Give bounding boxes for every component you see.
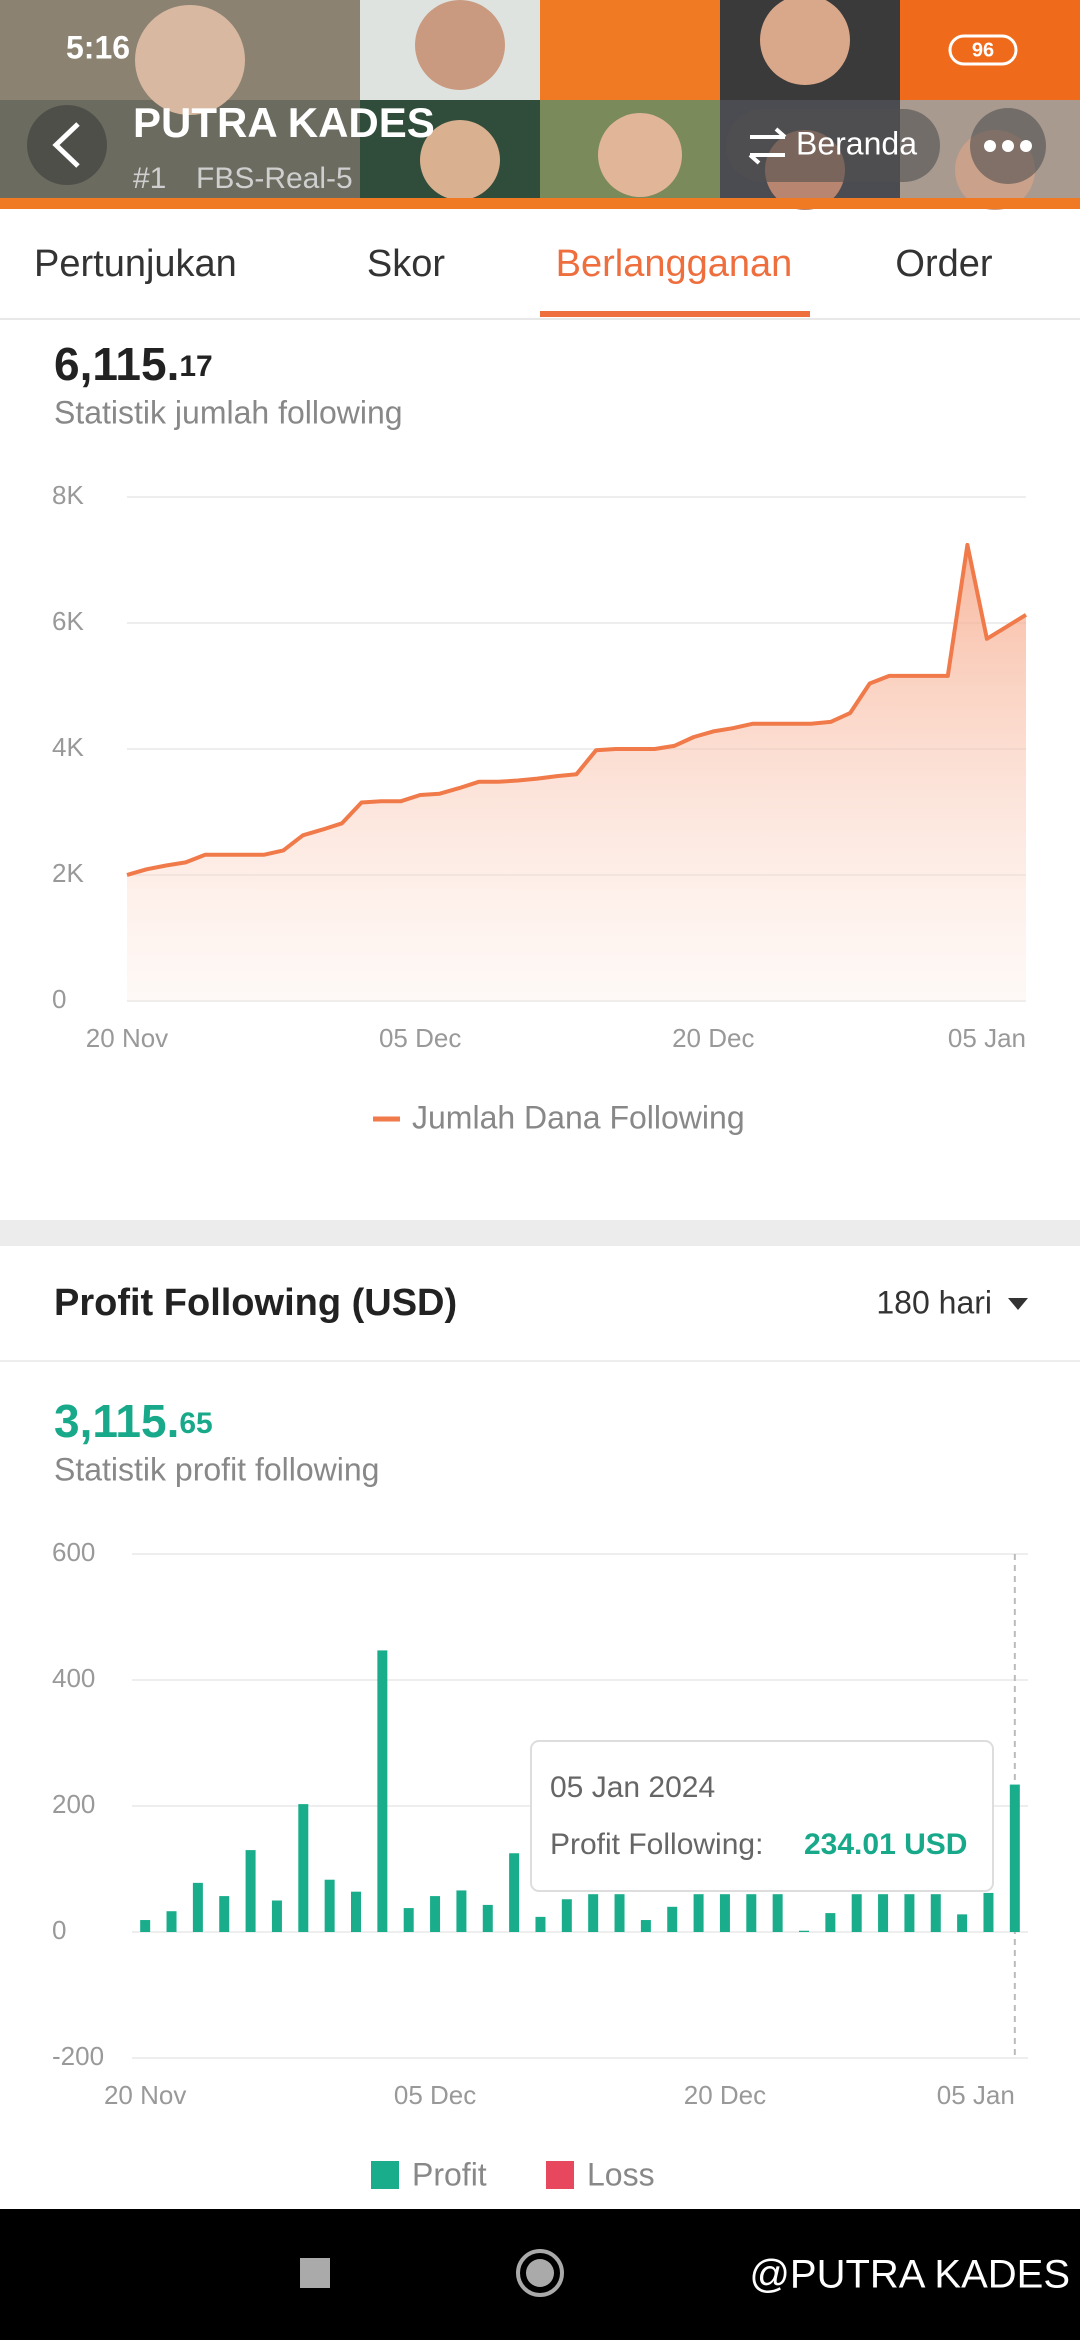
bar: [245, 1850, 256, 1932]
status-time: 5:16: [66, 29, 130, 65]
tab[interactable]: Pertunjukan: [34, 243, 237, 285]
bar: [351, 1891, 361, 1932]
bar: [878, 1894, 889, 1932]
bar: [983, 1892, 994, 1932]
y-tick-label: -200: [52, 2041, 104, 2071]
period-selector[interactable]: 180 hari: [876, 1284, 992, 1320]
legend-label: Jumlah Dana Following: [412, 1099, 745, 1135]
bar: [930, 1894, 941, 1932]
bar: [772, 1894, 783, 1932]
bar: [482, 1904, 493, 1932]
nav-recent[interactable]: [300, 2258, 330, 2288]
bar: [746, 1894, 757, 1932]
line: [126, 542, 1028, 877]
legend-swatch: [371, 2161, 399, 2189]
trader-account: FBS-Real-5: [196, 162, 353, 195]
bar: [640, 1920, 651, 1932]
y-tick-label: 6K: [52, 606, 84, 636]
divider: [0, 1360, 1080, 1362]
profit-caption: Statistik profit following: [54, 1451, 379, 1487]
bar: [799, 1930, 809, 1932]
bar: [324, 1879, 335, 1932]
legend-label: Profit: [412, 2156, 487, 2192]
line-chart: 0 2K 4K 6K 8K 20 Nov 05 Dec 20 Dec 05 Jan Jumlah …: [52, 480, 1028, 1135]
bar: [192, 1882, 203, 1932]
x-tick-label: 20 Dec: [672, 1023, 754, 1053]
y-tick-label: 400: [52, 1663, 95, 1693]
battery-outline: [948, 34, 1018, 66]
bar: [904, 1894, 915, 1932]
bar: [298, 1804, 309, 1932]
tab[interactable]: Skor: [367, 243, 445, 285]
y-tick-label: 600: [52, 1537, 95, 1567]
tab-active[interactable]: Berlangganan: [556, 243, 793, 285]
bar: [271, 1900, 282, 1932]
following-caption: Statistik jumlah following: [54, 394, 403, 430]
x-tick-label: 05 Dec: [379, 1023, 461, 1053]
dropdown-icon: [1008, 1298, 1028, 1310]
bar: [1009, 1784, 1020, 1932]
bar-chart: -200 0 200 400 600 20 Nov 05 Dec 20 Dec 05 Jan Pr…: [52, 1537, 1028, 2192]
tab[interactable]: Order: [895, 243, 992, 285]
bar: [140, 1920, 151, 1932]
bar: [403, 1908, 414, 1932]
tab-indicator: [540, 311, 810, 317]
bar: [456, 1890, 467, 1932]
home-button-label: Beranda: [796, 125, 917, 161]
bar: [614, 1894, 625, 1932]
following-amount: 6,115.17: [54, 338, 213, 390]
section-separator: [0, 1220, 1080, 1246]
profit-amount: 3,115.65: [54, 1395, 213, 1447]
bar: [219, 1896, 230, 1932]
switch-icon: [748, 127, 787, 165]
legend-label: Loss: [587, 2156, 655, 2192]
more-icon: [984, 140, 1032, 152]
bar: [166, 1911, 177, 1932]
bar: [535, 1916, 546, 1932]
divider: [0, 318, 1080, 320]
nav-home-dot: [526, 2259, 554, 2287]
tooltip-date: 05 Jan 2024: [550, 1771, 715, 1804]
trader-name: PUTRA KADES: [133, 99, 435, 146]
x-tick-label: 20 Nov: [104, 2080, 186, 2110]
bar: [430, 1896, 441, 1932]
y-tick-label: 8K: [52, 480, 84, 510]
legend-swatch: [546, 2161, 574, 2189]
tooltip-value: 234.01 USD: [804, 1828, 967, 1861]
x-tick-label: 05 Dec: [394, 2080, 476, 2110]
x-tick-label: 20 Nov: [86, 1023, 168, 1053]
y-tick-label: 4K: [52, 732, 84, 762]
watermark: @PUTRA KADES: [749, 2253, 1070, 2297]
y-tick-label: 0: [52, 1915, 66, 1945]
x-tick-label: 05 Jan: [937, 2080, 1015, 2110]
tooltip-label: Profit Following:: [550, 1828, 763, 1861]
bar: [719, 1894, 730, 1932]
section-title: Profit Following (USD): [54, 1282, 457, 1324]
bar: [561, 1899, 572, 1932]
trader-rank: #1: [133, 162, 166, 195]
home-button[interactable]: [726, 109, 940, 182]
bar: [509, 1853, 520, 1932]
y-tick-label: 2K: [52, 858, 84, 888]
bar: [693, 1894, 704, 1932]
area-fill: [127, 544, 1026, 1001]
y-tick-label: 200: [52, 1789, 95, 1819]
x-tick-label: 20 Dec: [684, 2080, 766, 2110]
x-tick-label: 05 Jan: [948, 1023, 1026, 1053]
y-tick-label: 0: [52, 984, 66, 1014]
back-button[interactable]: [27, 105, 107, 185]
bar: [667, 1906, 678, 1932]
back-icon: [52, 122, 80, 168]
bar: [957, 1914, 968, 1932]
bar: [377, 1650, 388, 1932]
battery-level: 96: [972, 39, 994, 61]
bar: [825, 1913, 836, 1932]
nav-home[interactable]: [516, 2249, 564, 2297]
tooltip: 05 Jan 2024 Profit Following: 234.01 USD: [530, 1740, 994, 1892]
bar: [851, 1894, 862, 1932]
bar: [588, 1894, 599, 1932]
